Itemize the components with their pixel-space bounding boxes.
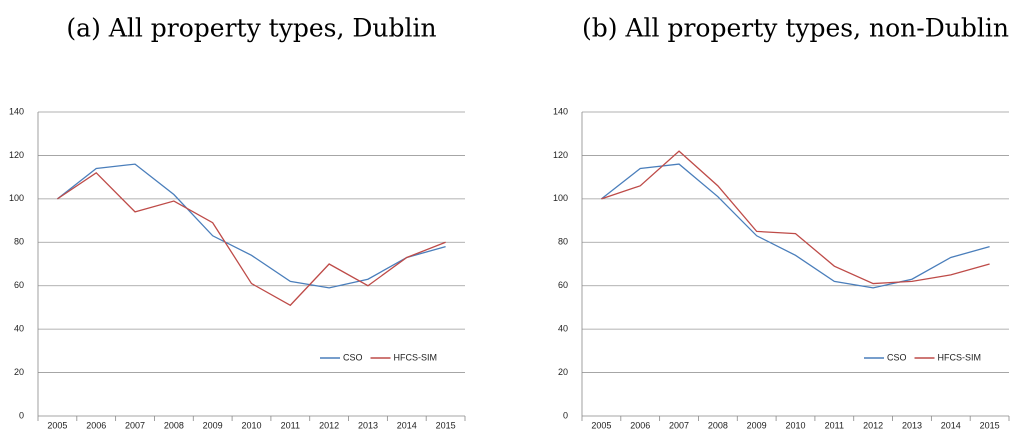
- x-tick-label: 2009: [747, 420, 767, 430]
- x-tick-label: 2011: [281, 420, 300, 430]
- x-tick-label: 2010: [241, 420, 261, 430]
- x-tick-label: 2010: [785, 420, 805, 430]
- y-tick-label: 140: [553, 106, 568, 116]
- x-tick-label: 2007: [669, 420, 689, 430]
- y-tick-label: 60: [14, 280, 24, 290]
- y-tick-label: 100: [9, 193, 24, 203]
- y-tick-label: 0: [563, 410, 568, 420]
- series-line: [601, 150, 990, 285]
- x-tick-label: 2005: [591, 420, 611, 430]
- y-tick-label: 40: [14, 324, 24, 334]
- legend-label: CSO: [343, 352, 363, 362]
- series-line: [57, 163, 446, 289]
- y-tick-label: 120: [9, 150, 24, 160]
- x-tick-label: 2006: [86, 420, 106, 430]
- y-tick-label: 140: [9, 106, 24, 116]
- x-tick-label: 2014: [397, 420, 417, 430]
- x-tick-label: 2008: [164, 420, 184, 430]
- y-tick-label: 0: [19, 410, 24, 420]
- x-tick-label: 2015: [980, 420, 1000, 430]
- chart-title: (b) All property types, non-Dublin: [582, 14, 1009, 43]
- legend-label: CSO: [887, 352, 907, 362]
- y-tick-label: 80: [14, 237, 24, 247]
- x-tick-label: 2007: [125, 420, 145, 430]
- x-tick-label: 2012: [863, 420, 883, 430]
- x-tick-label: 2006: [630, 420, 650, 430]
- x-tick-label: 2008: [708, 420, 728, 430]
- x-tick-label: 2012: [319, 420, 339, 430]
- y-tick-label: 20: [14, 367, 24, 377]
- x-tick-label: 2011: [825, 420, 844, 430]
- legend-label: HFCS-SIM: [938, 352, 982, 362]
- legend-label: HFCS-SIM: [394, 352, 438, 362]
- y-tick-label: 60: [558, 280, 568, 290]
- series-line: [57, 171, 446, 307]
- x-tick-label: 2014: [941, 420, 961, 430]
- y-tick-label: 120: [553, 150, 568, 160]
- y-tick-label: 100: [553, 193, 568, 203]
- x-tick-label: 2015: [436, 420, 456, 430]
- x-tick-label: 2013: [902, 420, 922, 430]
- x-tick-label: 2013: [358, 420, 378, 430]
- x-tick-label: 2009: [203, 420, 223, 430]
- y-tick-label: 20: [558, 367, 568, 377]
- y-tick-label: 40: [558, 324, 568, 334]
- x-tick-label: 2005: [47, 420, 67, 430]
- series-line: [601, 163, 990, 289]
- chart-title: (a) All property types, Dublin: [66, 14, 436, 43]
- y-tick-label: 80: [558, 237, 568, 247]
